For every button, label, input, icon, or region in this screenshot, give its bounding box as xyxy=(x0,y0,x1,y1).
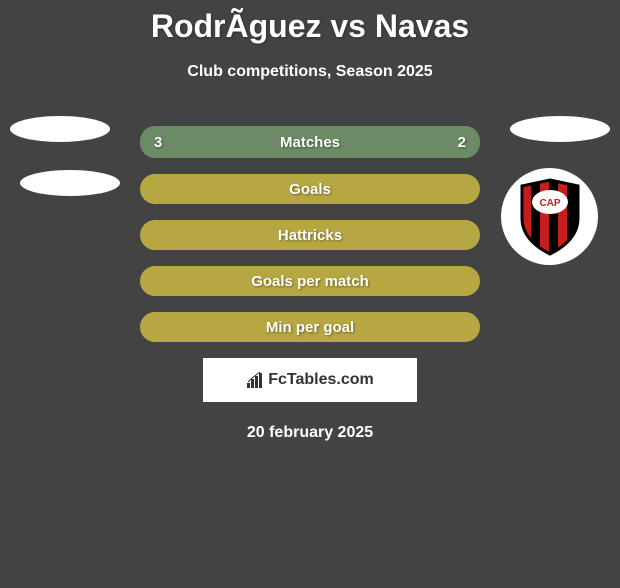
stat-bar-goals-per-match: Goals per match xyxy=(140,266,480,296)
stat-label-mpg: Min per goal xyxy=(266,319,354,336)
club-badge-right: CAP xyxy=(501,168,598,265)
logo-text: FcTables.com xyxy=(268,371,374,389)
shield-icon: CAP xyxy=(516,178,584,256)
stats-area: CAP 3 Matches 2 Goals Hattricks Goals pe… xyxy=(0,126,620,442)
stat-label-goals: Goals xyxy=(289,181,331,198)
stat-label-matches: Matches xyxy=(280,134,340,151)
player-left-placeholder-1 xyxy=(10,116,110,142)
logo-box: FcTables.com xyxy=(203,358,417,402)
player-right-placeholder-1 xyxy=(510,116,610,142)
stat-bar-min-per-goal: Min per goal xyxy=(140,312,480,342)
subtitle: Club competitions, Season 2025 xyxy=(0,63,620,81)
stat-label-hattricks: Hattricks xyxy=(278,227,342,244)
chart-bars-icon xyxy=(246,371,264,389)
stat-bar-matches: 3 Matches 2 xyxy=(140,126,480,158)
stat-bar-hattricks: Hattricks xyxy=(140,220,480,250)
stat-right-matches: 2 xyxy=(458,134,466,151)
main-container: RodrÃ­guez vs Navas Club competitions, S… xyxy=(0,8,620,442)
stat-bar-goals: Goals xyxy=(140,174,480,204)
stat-label-gpm: Goals per match xyxy=(251,273,369,290)
logo-content: FcTables.com xyxy=(246,371,374,389)
date-text: 20 february 2025 xyxy=(0,424,620,442)
player-left-placeholder-2 xyxy=(20,170,120,196)
svg-text:CAP: CAP xyxy=(539,198,560,209)
stat-left-matches: 3 xyxy=(154,134,162,151)
page-title: RodrÃ­guez vs Navas xyxy=(0,8,620,45)
